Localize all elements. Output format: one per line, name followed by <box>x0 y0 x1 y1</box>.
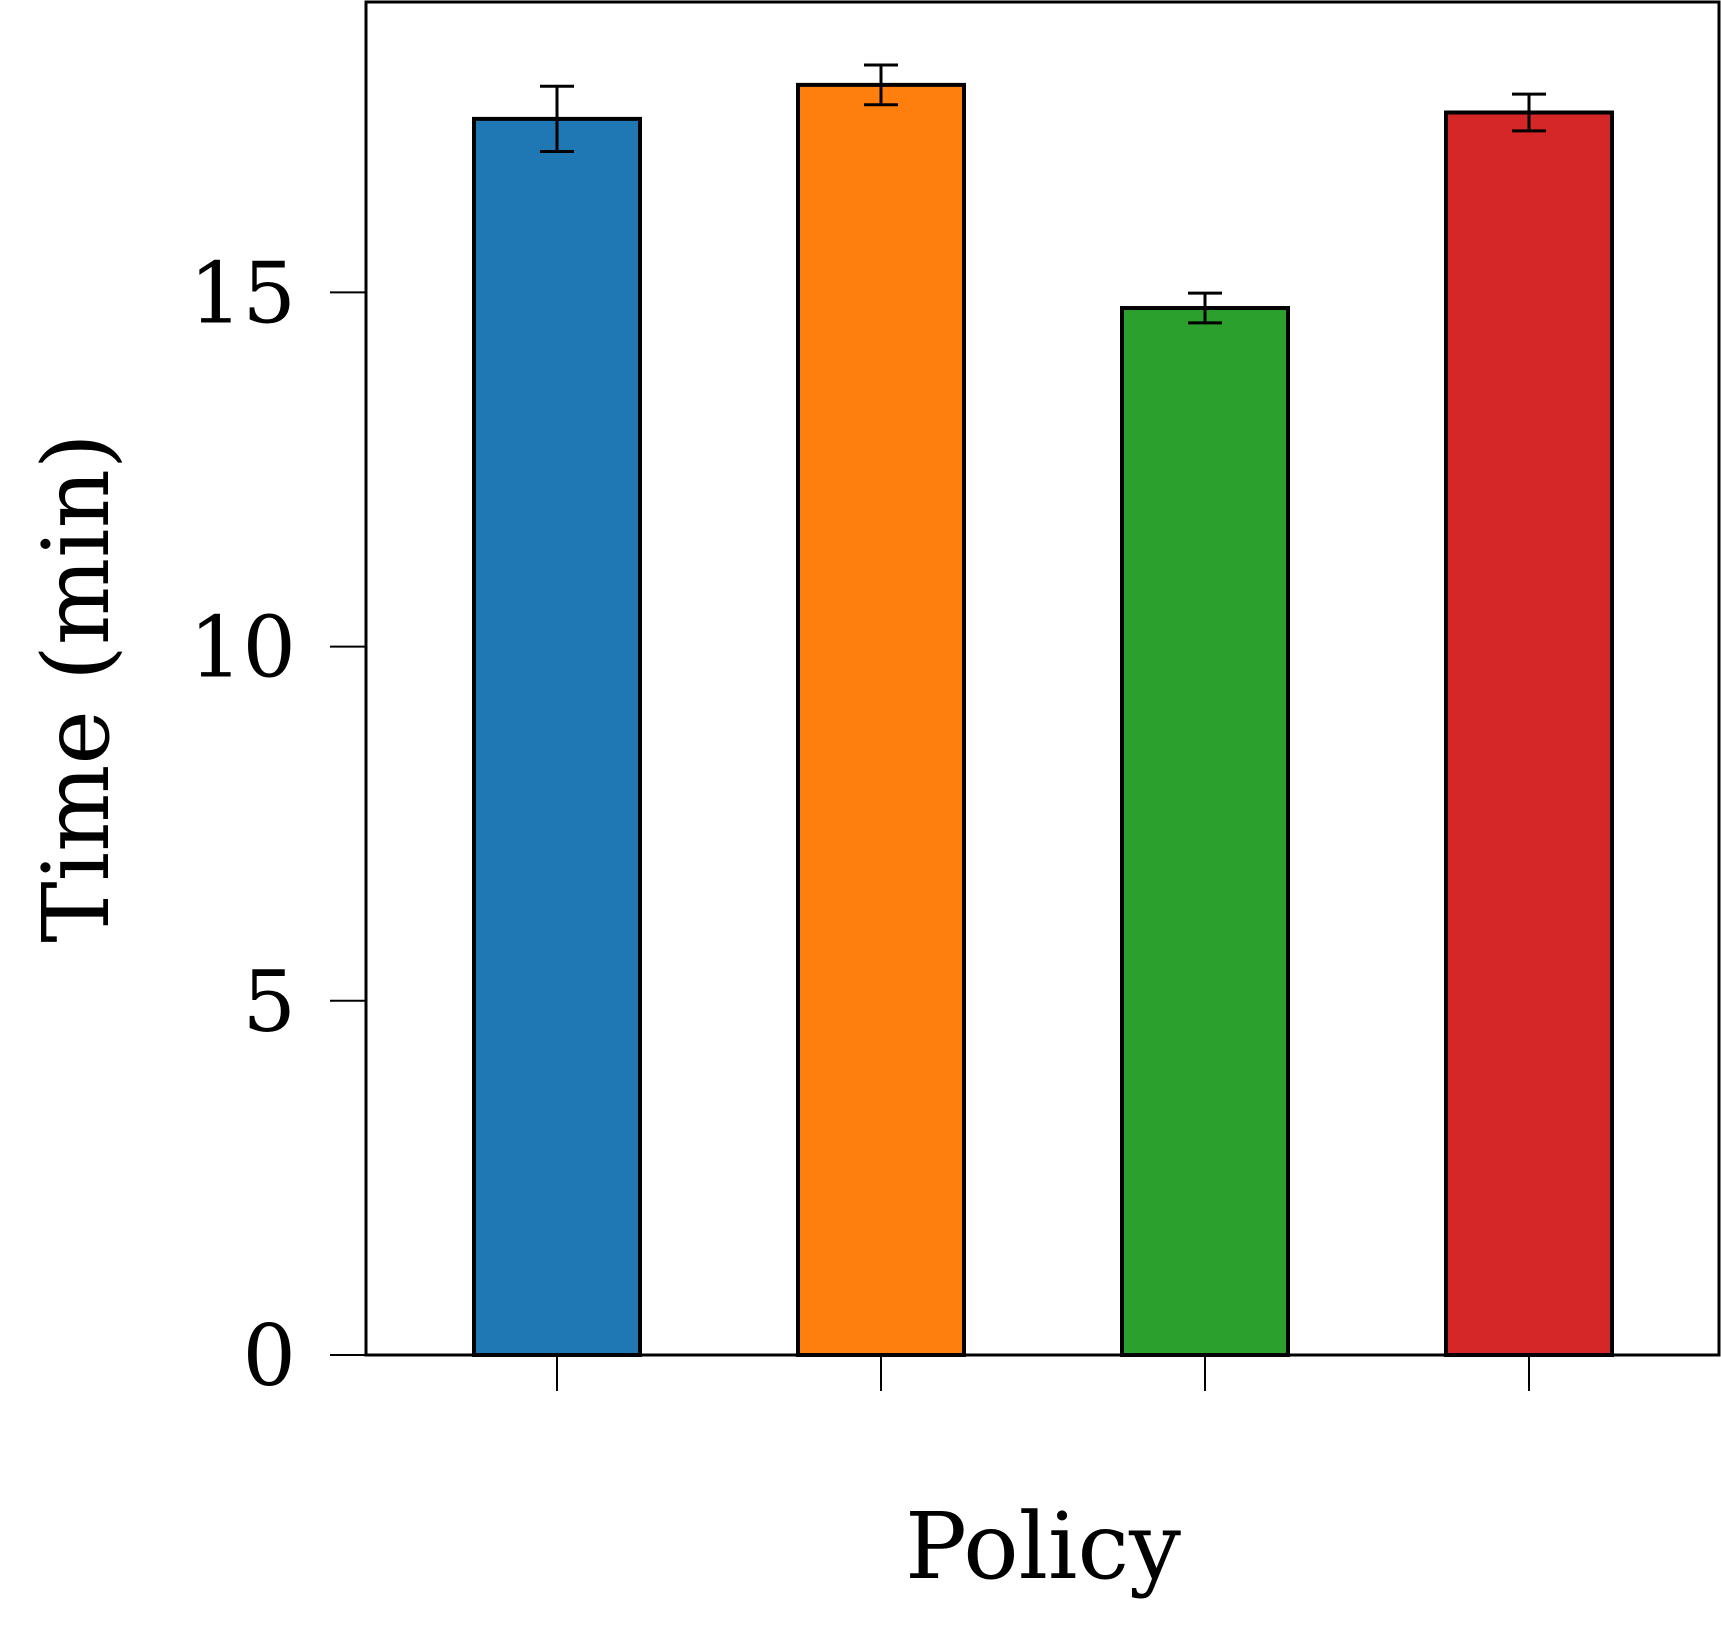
x-axis-label: Policy <box>905 1493 1181 1600</box>
y-tick-label: 10 <box>189 599 296 697</box>
y-tick-label: 15 <box>189 244 296 342</box>
bar <box>1444 110 1614 1357</box>
error-bars-layer <box>540 63 1546 325</box>
bar <box>1120 306 1290 1358</box>
y-tick-label: 5 <box>243 953 296 1051</box>
plot-frame <box>364 0 1721 1357</box>
y-axis-label: Time (min) <box>23 433 130 942</box>
bars-layer <box>472 82 1614 1358</box>
bar <box>796 82 966 1357</box>
bar <box>472 116 642 1357</box>
y-axis: 0 5 10 15 <box>189 244 366 1405</box>
x-axis <box>556 1355 1530 1391</box>
y-tick-label: 0 <box>243 1307 296 1405</box>
